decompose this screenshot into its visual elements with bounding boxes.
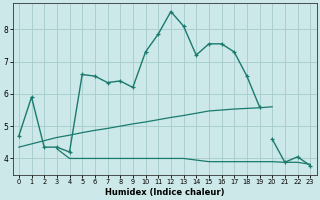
X-axis label: Humidex (Indice chaleur): Humidex (Indice chaleur)	[105, 188, 224, 197]
